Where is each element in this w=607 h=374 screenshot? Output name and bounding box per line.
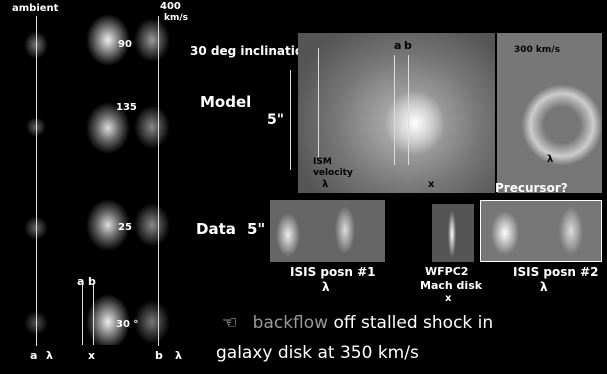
lambda-label: λ — [322, 281, 330, 293]
data-scale: 5" — [247, 222, 265, 237]
bottom-label: b — [155, 350, 163, 361]
bottom-label: a — [30, 350, 37, 361]
b-label: b — [88, 276, 96, 287]
a-line — [82, 285, 83, 345]
velocity-unit: km/s — [164, 14, 188, 23]
velocity-tick: 400 — [160, 2, 181, 12]
caption-highlight: backflow — [253, 313, 328, 333]
wfpc2-image — [432, 204, 474, 262]
b-label: b — [404, 40, 412, 51]
scale-arrow — [290, 70, 291, 170]
a-label: a — [77, 276, 84, 287]
b-line — [408, 55, 409, 165]
model-lambda-image — [497, 33, 602, 193]
isis2-image — [480, 200, 602, 262]
bottom-label: λ — [46, 350, 53, 361]
model-label: Model — [200, 95, 251, 110]
velocity-scale: 300 km/s — [514, 46, 560, 55]
a-label: a — [394, 40, 401, 51]
a-line — [394, 55, 395, 165]
isis1-label: ISIS posn #1 — [290, 266, 376, 278]
angle: 30 ° — [116, 320, 138, 330]
ism-label: ISM — [313, 158, 332, 167]
caption-text: off stalled shock in — [333, 313, 493, 333]
lambda-label: λ — [547, 155, 553, 165]
caption-line: ☜ backflow off stalled shock in — [222, 315, 493, 332]
ambient-label: ambient — [12, 4, 58, 14]
isis2-label: ISIS posn #2 — [513, 266, 599, 278]
angle: 135 — [116, 103, 137, 113]
model-scale: 5" — [267, 113, 284, 127]
mach-label: Mach disk — [420, 280, 482, 291]
ism-line — [318, 48, 319, 158]
slide: ambient 400 km/s 90 135 25 30 ° a b a λ … — [0, 0, 607, 374]
wfpc2-label: WFPC2 — [425, 266, 468, 277]
precursor-label: Precursor? — [495, 182, 568, 194]
left-image-strip — [0, 0, 190, 345]
bottom-label: λ — [175, 350, 182, 361]
x-label: x — [445, 294, 451, 304]
angle: 90 — [118, 40, 132, 50]
data-label: Data — [196, 222, 236, 237]
b-line-short — [93, 285, 94, 345]
x-label: x — [428, 180, 434, 190]
lambda-label: λ — [540, 281, 548, 293]
inclination: 30 deg inclination — [190, 45, 312, 57]
b-line — [158, 16, 159, 346]
lambda-label: λ — [322, 180, 328, 190]
caption-text: galaxy disk at 350 km/s — [216, 345, 419, 362]
pointer-icon: ☜ — [222, 313, 237, 333]
ambient-line — [36, 16, 37, 346]
bottom-label: x — [88, 350, 95, 361]
angle: 25 — [118, 223, 132, 233]
velocity-label: velocity — [313, 169, 353, 178]
isis1-image — [270, 200, 385, 262]
